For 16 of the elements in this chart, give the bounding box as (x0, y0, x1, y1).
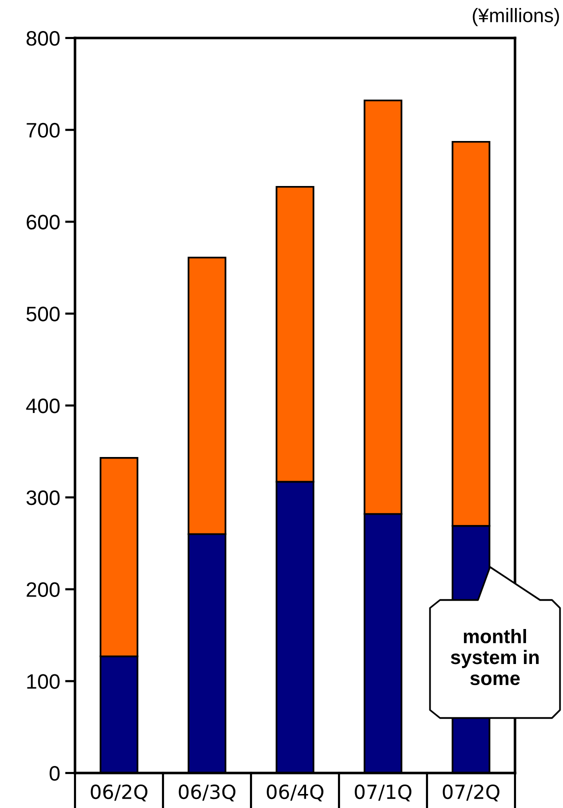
x-tick-label: 07/2Q (442, 784, 500, 802)
x-tick-label: 06/4Q (266, 784, 324, 802)
x-tick-label: 06/2Q (90, 784, 148, 802)
y-tick-label: 0 (50, 766, 60, 781)
y-tick-label: 500 (26, 306, 60, 322)
x-tick-label: 07/1Q (354, 784, 412, 802)
y-tick-label: 800 (26, 31, 60, 46)
x-tick-label: 06/3Q (178, 784, 236, 802)
y-tick-label: 600 (26, 214, 60, 230)
y-tick-label: 300 (26, 490, 60, 506)
annotation: monthl system in some (450, 628, 539, 686)
y-tick-label: 400 (26, 398, 60, 414)
y-tick-label: 700 (26, 122, 60, 138)
y-tick-label: 100 (27, 674, 60, 689)
y-axis-title: (¥millions) (472, 8, 559, 26)
y-tick-label: 200 (26, 582, 60, 598)
